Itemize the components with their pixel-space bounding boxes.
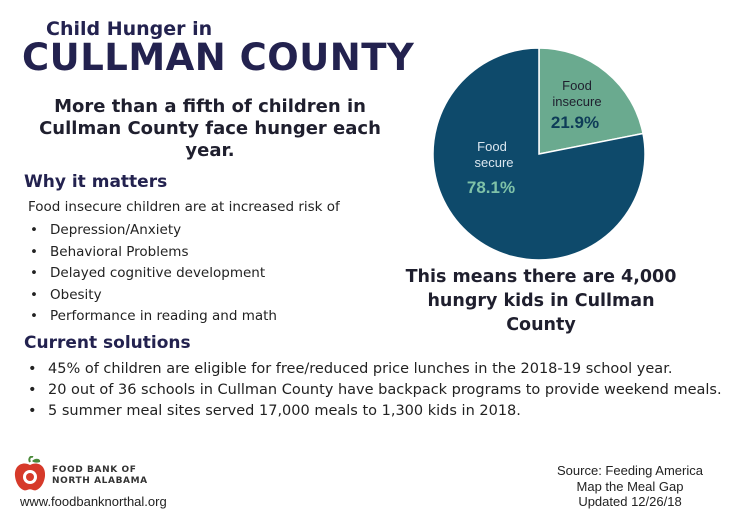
- slice-label-insecure-line2: insecure: [552, 94, 601, 109]
- list-item: Delayed cognitive development: [28, 263, 277, 285]
- source-line: Source: Feeding America: [557, 463, 703, 478]
- slice-label-secure-line2: secure: [474, 155, 513, 170]
- list-item: 45% of children are eligible for free/re…: [24, 359, 724, 379]
- list-item: Obesity: [28, 285, 277, 307]
- why-intro: Food insecure children are at increased …: [28, 199, 340, 215]
- page-title: CULLMAN COUNTY: [22, 36, 415, 79]
- list-item: Depression/Anxiety: [28, 220, 277, 242]
- pie-chart: Food insecure 21.9% Food secure 78.1%: [432, 47, 646, 261]
- slice-label-secure-line1: Food: [477, 139, 507, 154]
- title-small: Child Hunger in: [46, 18, 213, 40]
- solutions-list: 45% of children are eligible for free/re…: [24, 359, 724, 422]
- apple-logo-icon: [14, 456, 46, 491]
- slice-value-secure: 78.1%: [467, 178, 515, 197]
- pie-slice-food-insecure: [538, 47, 644, 155]
- list-item: 5 summer meal sites served 17,000 meals …: [24, 401, 724, 421]
- summary-statement: This means there are 4,000 hungry kids i…: [405, 267, 677, 335]
- slice-value-insecure: 21.9%: [551, 113, 599, 132]
- subheadline: More than a fifth of children in Cullman…: [39, 96, 381, 161]
- source-line: Updated 12/26/18: [578, 494, 682, 509]
- list-item: 20 out of 36 schools in Cullman County h…: [24, 380, 724, 400]
- org-name-line: NORTH ALABAMA: [52, 476, 148, 486]
- org-name: FOOD BANK OF NORTH ALABAMA: [52, 465, 148, 487]
- org-name-line: FOOD BANK OF: [52, 465, 137, 475]
- why-heading: Why it matters: [24, 172, 168, 192]
- why-list: Depression/Anxiety Behavioral Problems D…: [28, 220, 277, 328]
- solutions-heading: Current solutions: [24, 333, 191, 353]
- org-url: www.foodbanknorthal.org: [20, 494, 167, 509]
- source-note: Source: Feeding America Map the Meal Gap…: [535, 463, 725, 510]
- source-line: Map the Meal Gap: [576, 478, 684, 494]
- list-item: Performance in reading and math: [28, 306, 277, 328]
- list-item: Behavioral Problems: [28, 242, 277, 264]
- slice-label-insecure-line1: Food: [562, 78, 592, 93]
- pie-slice-food-secure: [432, 47, 646, 261]
